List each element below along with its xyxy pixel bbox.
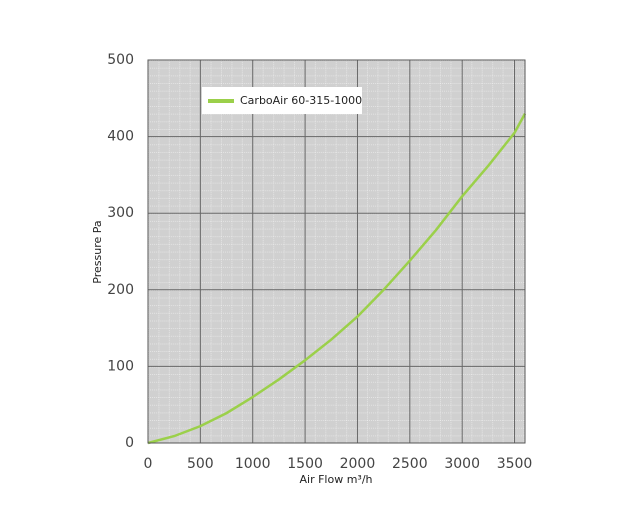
x-tick-label: 2000 <box>340 456 376 472</box>
y-tick-label: 500 <box>107 52 134 68</box>
plot-area <box>148 60 525 443</box>
x-tick-label: 3500 <box>497 456 533 472</box>
legend-label: CarboAir 60-315-1000 <box>240 94 362 107</box>
x-tick-label: 0 <box>144 456 153 472</box>
x-tick-label: 500 <box>187 456 214 472</box>
x-tick-label: 3000 <box>444 456 480 472</box>
y-tick-label: 0 <box>125 435 134 451</box>
data-line <box>147 113 527 445</box>
y-tick-label: 100 <box>107 358 134 374</box>
plot-frame <box>147 59 526 444</box>
x-tick-label: 2500 <box>392 456 428 472</box>
y-tick-label: 300 <box>107 205 134 221</box>
y-tick-label: 400 <box>107 129 134 145</box>
y-axis-label: Pressure Pa <box>91 220 104 283</box>
y-tick-label: 200 <box>107 282 134 298</box>
x-axis-label: Air Flow m³/h <box>299 473 372 486</box>
x-tick-label: 1000 <box>235 456 271 472</box>
x-tick-label: 1500 <box>287 456 323 472</box>
